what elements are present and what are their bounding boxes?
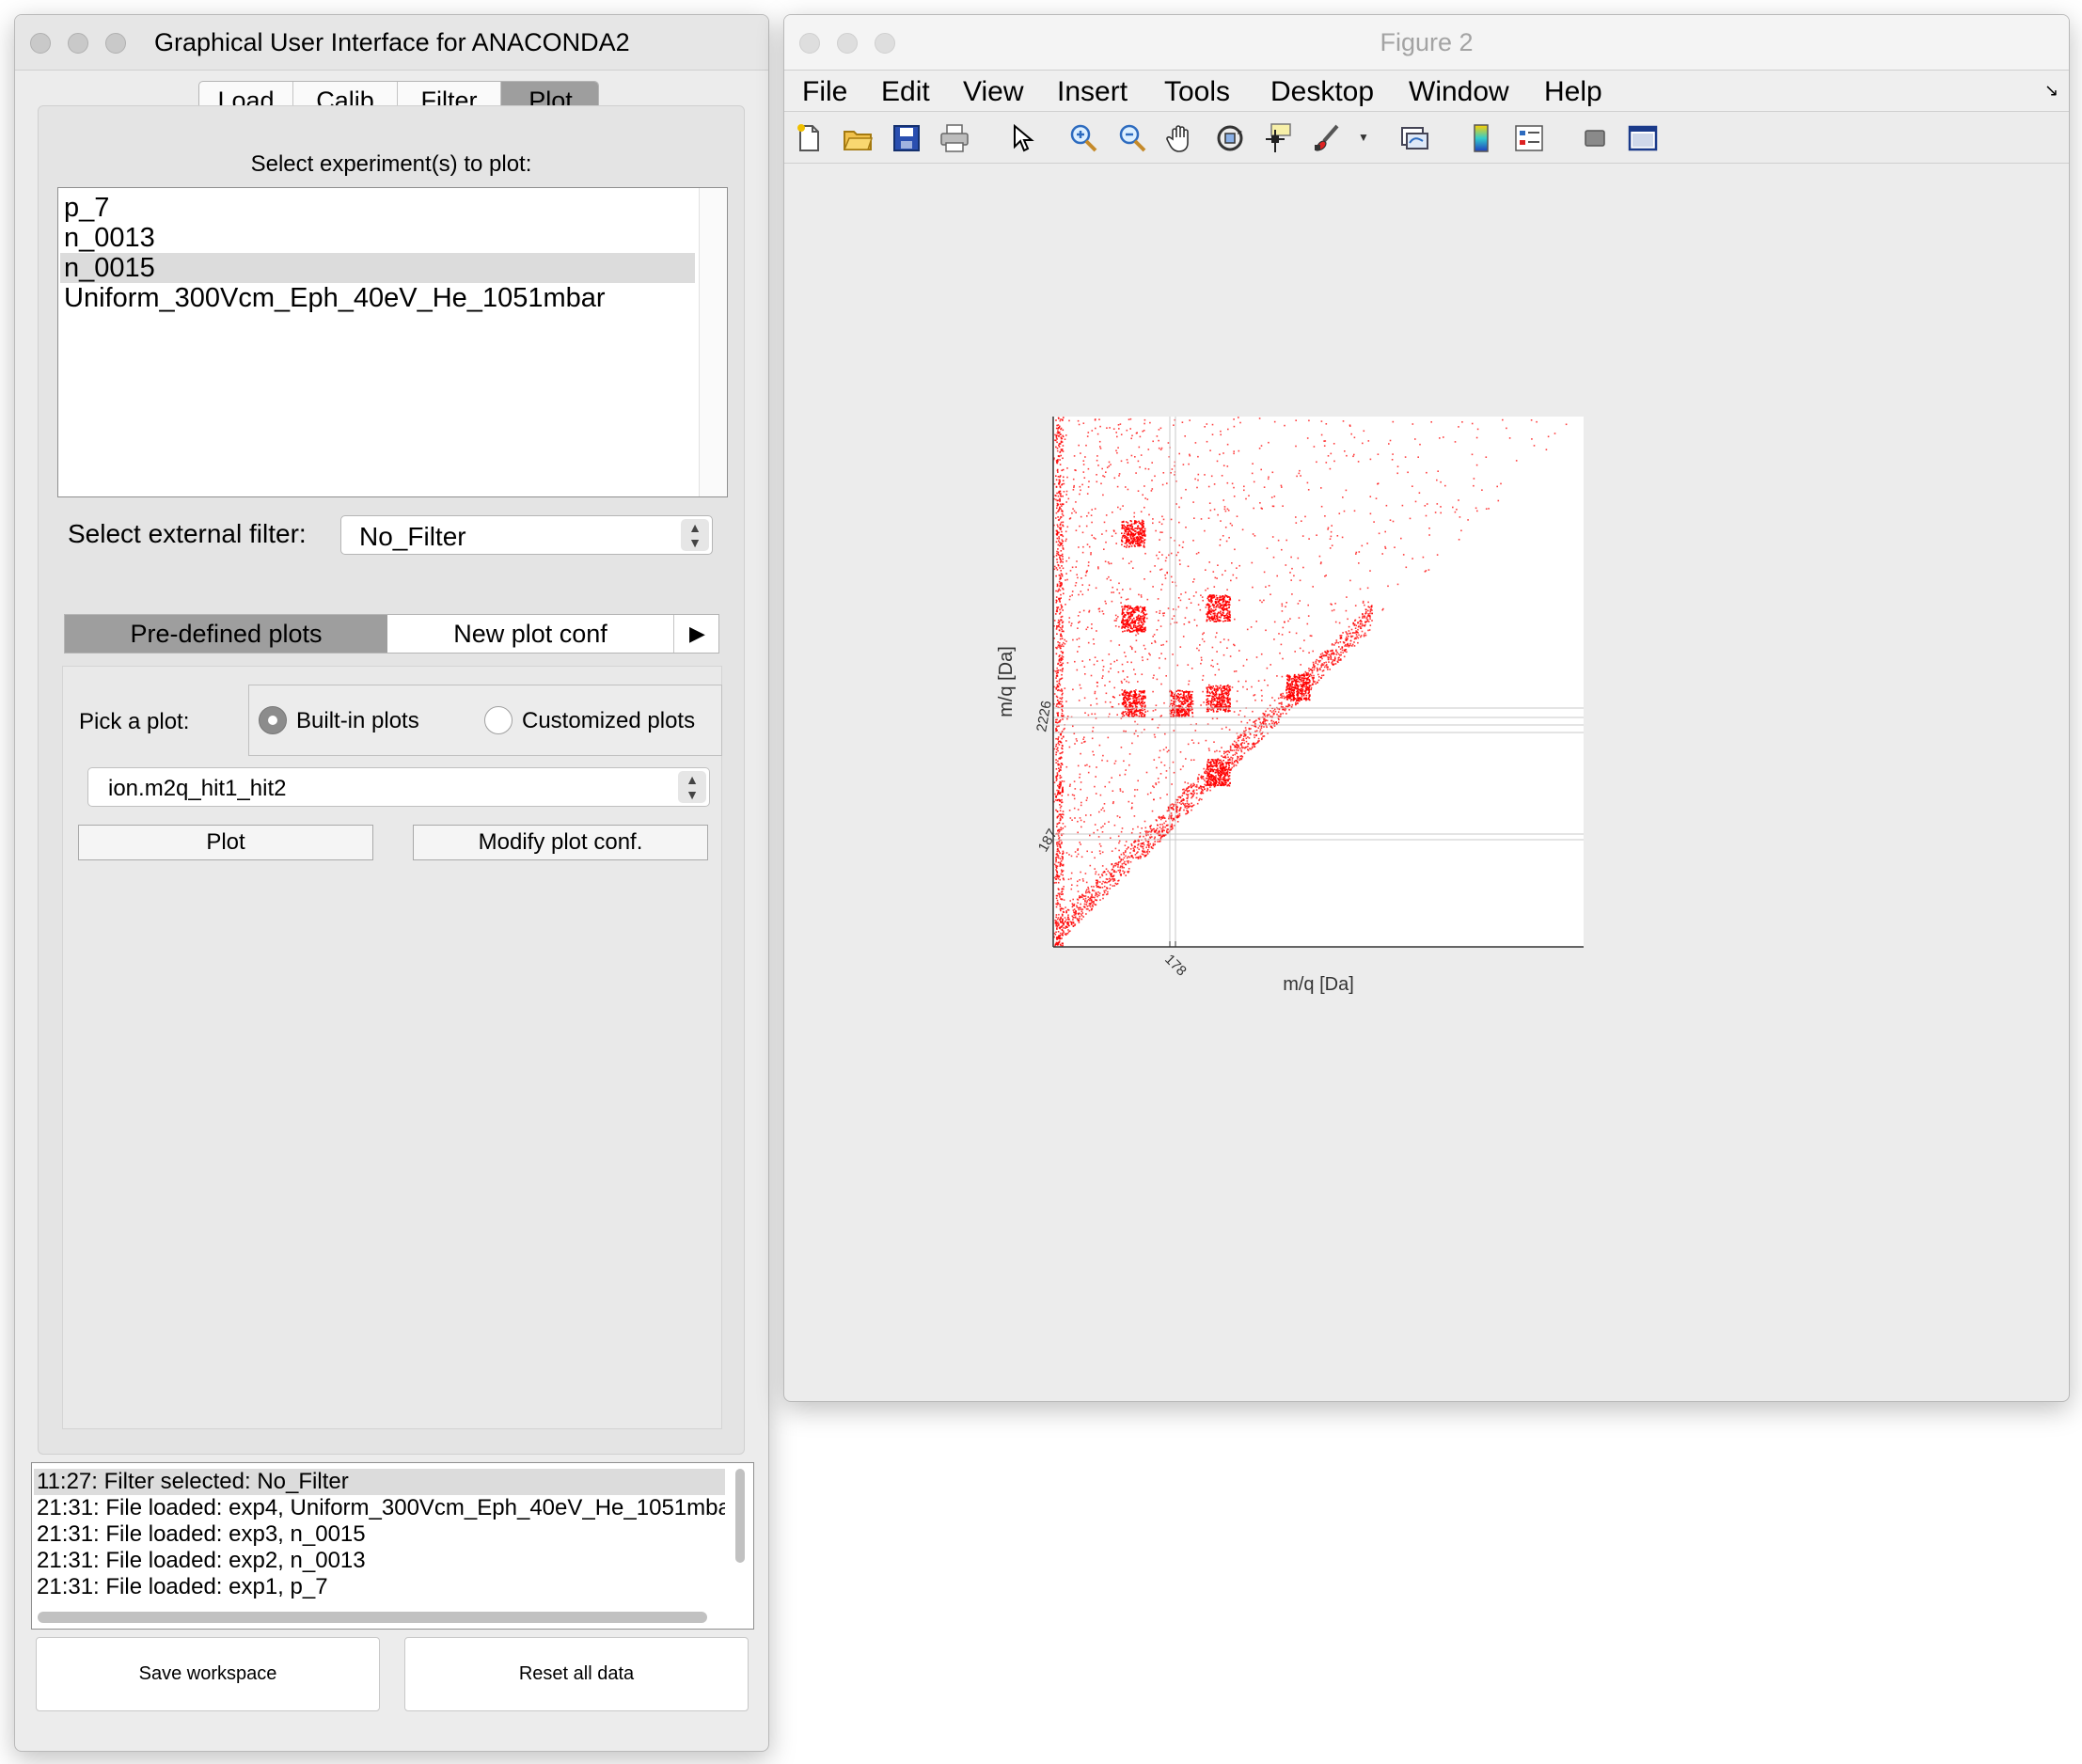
hide-plot-tools-icon[interactable] <box>1576 119 1614 157</box>
log-box[interactable]: 11:27: Filter selected: No_Filter 21:31:… <box>31 1462 754 1630</box>
plot-type-radio-group: Built-in plots Customized plots <box>248 685 722 756</box>
subtab-scroll-arrow-icon[interactable]: ▶ <box>689 622 705 645</box>
colorbar-icon[interactable] <box>1462 119 1500 157</box>
scatter-points <box>1053 417 1568 948</box>
subtab-new-plot-conf[interactable]: New plot conf <box>387 615 674 653</box>
zoom-window-button[interactable] <box>875 33 895 54</box>
log-vertical-scrollbar[interactable] <box>735 1469 745 1563</box>
save-workspace-button[interactable]: Save workspace <box>36 1637 380 1711</box>
figure-titlebar: Figure 2 <box>784 15 2069 71</box>
show-plot-tools-icon[interactable] <box>1624 119 1662 157</box>
radio-customized-label[interactable]: Customized plots <box>522 708 696 733</box>
y-tick-label: 2226 <box>1033 700 1055 733</box>
new-figure-icon[interactable] <box>790 119 828 157</box>
list-item[interactable]: p_7 <box>64 193 110 223</box>
log-line[interactable]: 21:31: File loaded: exp4, Uniform_300Vcm… <box>37 1495 725 1520</box>
menu-insert[interactable]: Insert <box>1057 76 1128 107</box>
reset-all-data-button[interactable]: Reset all data <box>404 1637 749 1711</box>
log-horizontal-scrollbar[interactable] <box>38 1612 707 1623</box>
menu-window[interactable]: Window <box>1409 76 1509 107</box>
print-icon[interactable] <box>936 119 973 157</box>
rotate-3d-icon[interactable] <box>1211 119 1249 157</box>
radio-dot-icon <box>268 716 277 725</box>
open-file-icon[interactable] <box>839 119 876 157</box>
experiment-list-scrollbar[interactable] <box>699 188 727 496</box>
dock-arrow-icon[interactable]: ↘ <box>2044 81 2059 100</box>
legend-icon[interactable] <box>1510 119 1548 157</box>
select-stepper-icon: ▲ ▼ <box>681 519 709 551</box>
brush-dropdown-icon[interactable]: ▼ <box>1358 131 1369 144</box>
external-filter-value: No_Filter <box>359 522 466 551</box>
scatter-chart: 178 187 2226 m/q [Da] m/q [Da] <box>996 417 1584 995</box>
menu-file[interactable]: File <box>802 76 848 107</box>
x-tick-label: 178 <box>1161 952 1190 980</box>
modify-plot-conf-button[interactable]: Modify plot conf. <box>413 825 708 860</box>
log-line[interactable]: 21:31: File loaded: exp3, n_0015 <box>37 1521 366 1547</box>
plot-button[interactable]: Plot <box>78 825 373 860</box>
log-line[interactable]: 21:31: File loaded: exp1, p_7 <box>37 1574 328 1599</box>
anaconda-gui-window: Graphical User Interface for ANACONDA2 L… <box>14 14 769 1752</box>
menu-edit[interactable]: Edit <box>881 76 930 107</box>
menu-view[interactable]: View <box>963 76 1024 107</box>
plot-area[interactable] <box>1053 417 1584 947</box>
log-line[interactable]: 21:31: File loaded: exp2, n_0013 <box>37 1548 366 1573</box>
select-experiments-label: Select experiment(s) to plot: <box>250 151 532 177</box>
minimize-window-button[interactable] <box>68 33 88 54</box>
radio-customized-plots[interactable] <box>484 706 513 734</box>
data-cursor-icon[interactable] <box>1259 119 1297 157</box>
plot-select[interactable]: ion.m2q_hit1_hit2 ▲ ▼ <box>87 767 710 807</box>
subtab-predefined-plots[interactable]: Pre-defined plots <box>65 615 387 653</box>
close-window-button[interactable] <box>30 33 51 54</box>
select-stepper-icon: ▲ ▼ <box>678 771 706 803</box>
experiment-list[interactable]: p_7 n_0013 n_0015 Uniform_300Vcm_Eph_40e… <box>57 187 728 497</box>
figure-menubar <box>784 71 2069 112</box>
close-window-button[interactable] <box>799 33 820 54</box>
plot-select-value: ion.m2q_hit1_hit2 <box>108 776 287 801</box>
menu-tools[interactable]: Tools <box>1164 76 1231 107</box>
x-axis-label: m/q [Da] <box>1283 974 1354 995</box>
pick-plot-label: Pick a plot: <box>79 709 190 734</box>
zoom-window-button[interactable] <box>105 33 126 54</box>
y-axis-label: m/q [Da] <box>996 646 1017 717</box>
list-item[interactable]: Uniform_300Vcm_Eph_40eV_He_1051mbar <box>64 283 606 313</box>
figure-window: Figure 2 File Edit View Insert Tools Des… <box>783 14 2070 1402</box>
pan-hand-icon[interactable] <box>1162 119 1200 157</box>
list-item[interactable]: n_0013 <box>64 223 155 253</box>
external-filter-label: Select external filter: <box>68 519 307 548</box>
left-titlebar: Graphical User Interface for ANACONDA2 <box>15 15 768 71</box>
menu-help[interactable]: Help <box>1544 76 1602 107</box>
zoom-out-icon[interactable] <box>1113 119 1151 157</box>
radio-builtin-label[interactable]: Built-in plots <box>296 708 419 733</box>
minimize-window-button[interactable] <box>837 33 858 54</box>
pointer-icon[interactable] <box>1002 119 1040 157</box>
left-window-title: Graphical User Interface for ANACONDA2 <box>154 28 630 56</box>
log-line[interactable]: 11:27: Filter selected: No_Filter <box>34 1469 725 1495</box>
radio-builtin-plots[interactable] <box>259 706 287 734</box>
link-plot-icon[interactable] <box>1396 119 1433 157</box>
plot-subtabs: Pre-defined plots New plot conf ▶ <box>64 614 719 654</box>
save-icon[interactable] <box>888 119 925 157</box>
list-item[interactable]: n_0015 <box>60 253 695 283</box>
zoom-in-icon[interactable] <box>1065 119 1102 157</box>
brush-icon[interactable] <box>1308 119 1346 157</box>
menu-desktop[interactable]: Desktop <box>1270 76 1375 107</box>
figure-window-title: Figure 2 <box>1380 28 1474 56</box>
main-tabs: Load Calib Filter Plot <box>198 81 599 120</box>
external-filter-select[interactable]: No_Filter ▲ ▼ <box>340 515 713 555</box>
